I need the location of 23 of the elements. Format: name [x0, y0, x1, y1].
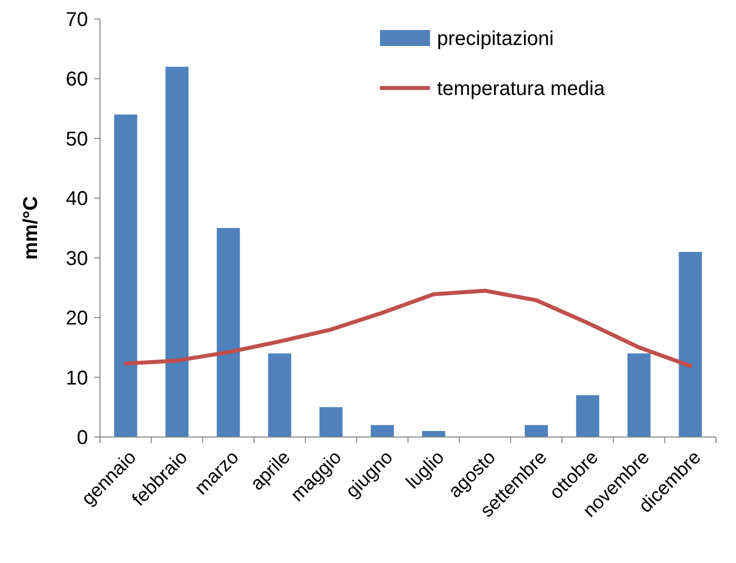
y-tick-label: 30 — [66, 248, 88, 270]
bar — [216, 228, 240, 437]
y-tick-label: 0 — [76, 427, 88, 449]
line-series — [124, 288, 692, 368]
y-tick-label: 60 — [66, 68, 88, 91]
bar — [627, 353, 651, 437]
bar — [576, 395, 600, 437]
bar — [524, 425, 548, 437]
legend-label: temperatura media — [437, 78, 606, 100]
y-tick-label: 40 — [66, 188, 88, 210]
bar — [370, 425, 394, 437]
y-tick-label: 70 — [66, 9, 88, 31]
y-axis-title: mm/°C — [20, 196, 42, 260]
y-tick-label: 10 — [66, 367, 88, 390]
y-tick-label: 50 — [66, 128, 88, 150]
bar — [678, 252, 702, 437]
bar — [268, 353, 292, 437]
bar — [165, 66, 189, 437]
legend-label: precipitazioni — [437, 28, 554, 50]
bar — [114, 114, 138, 437]
bar — [319, 407, 343, 437]
bar — [422, 431, 446, 437]
y-tick-label: 20 — [66, 308, 88, 330]
